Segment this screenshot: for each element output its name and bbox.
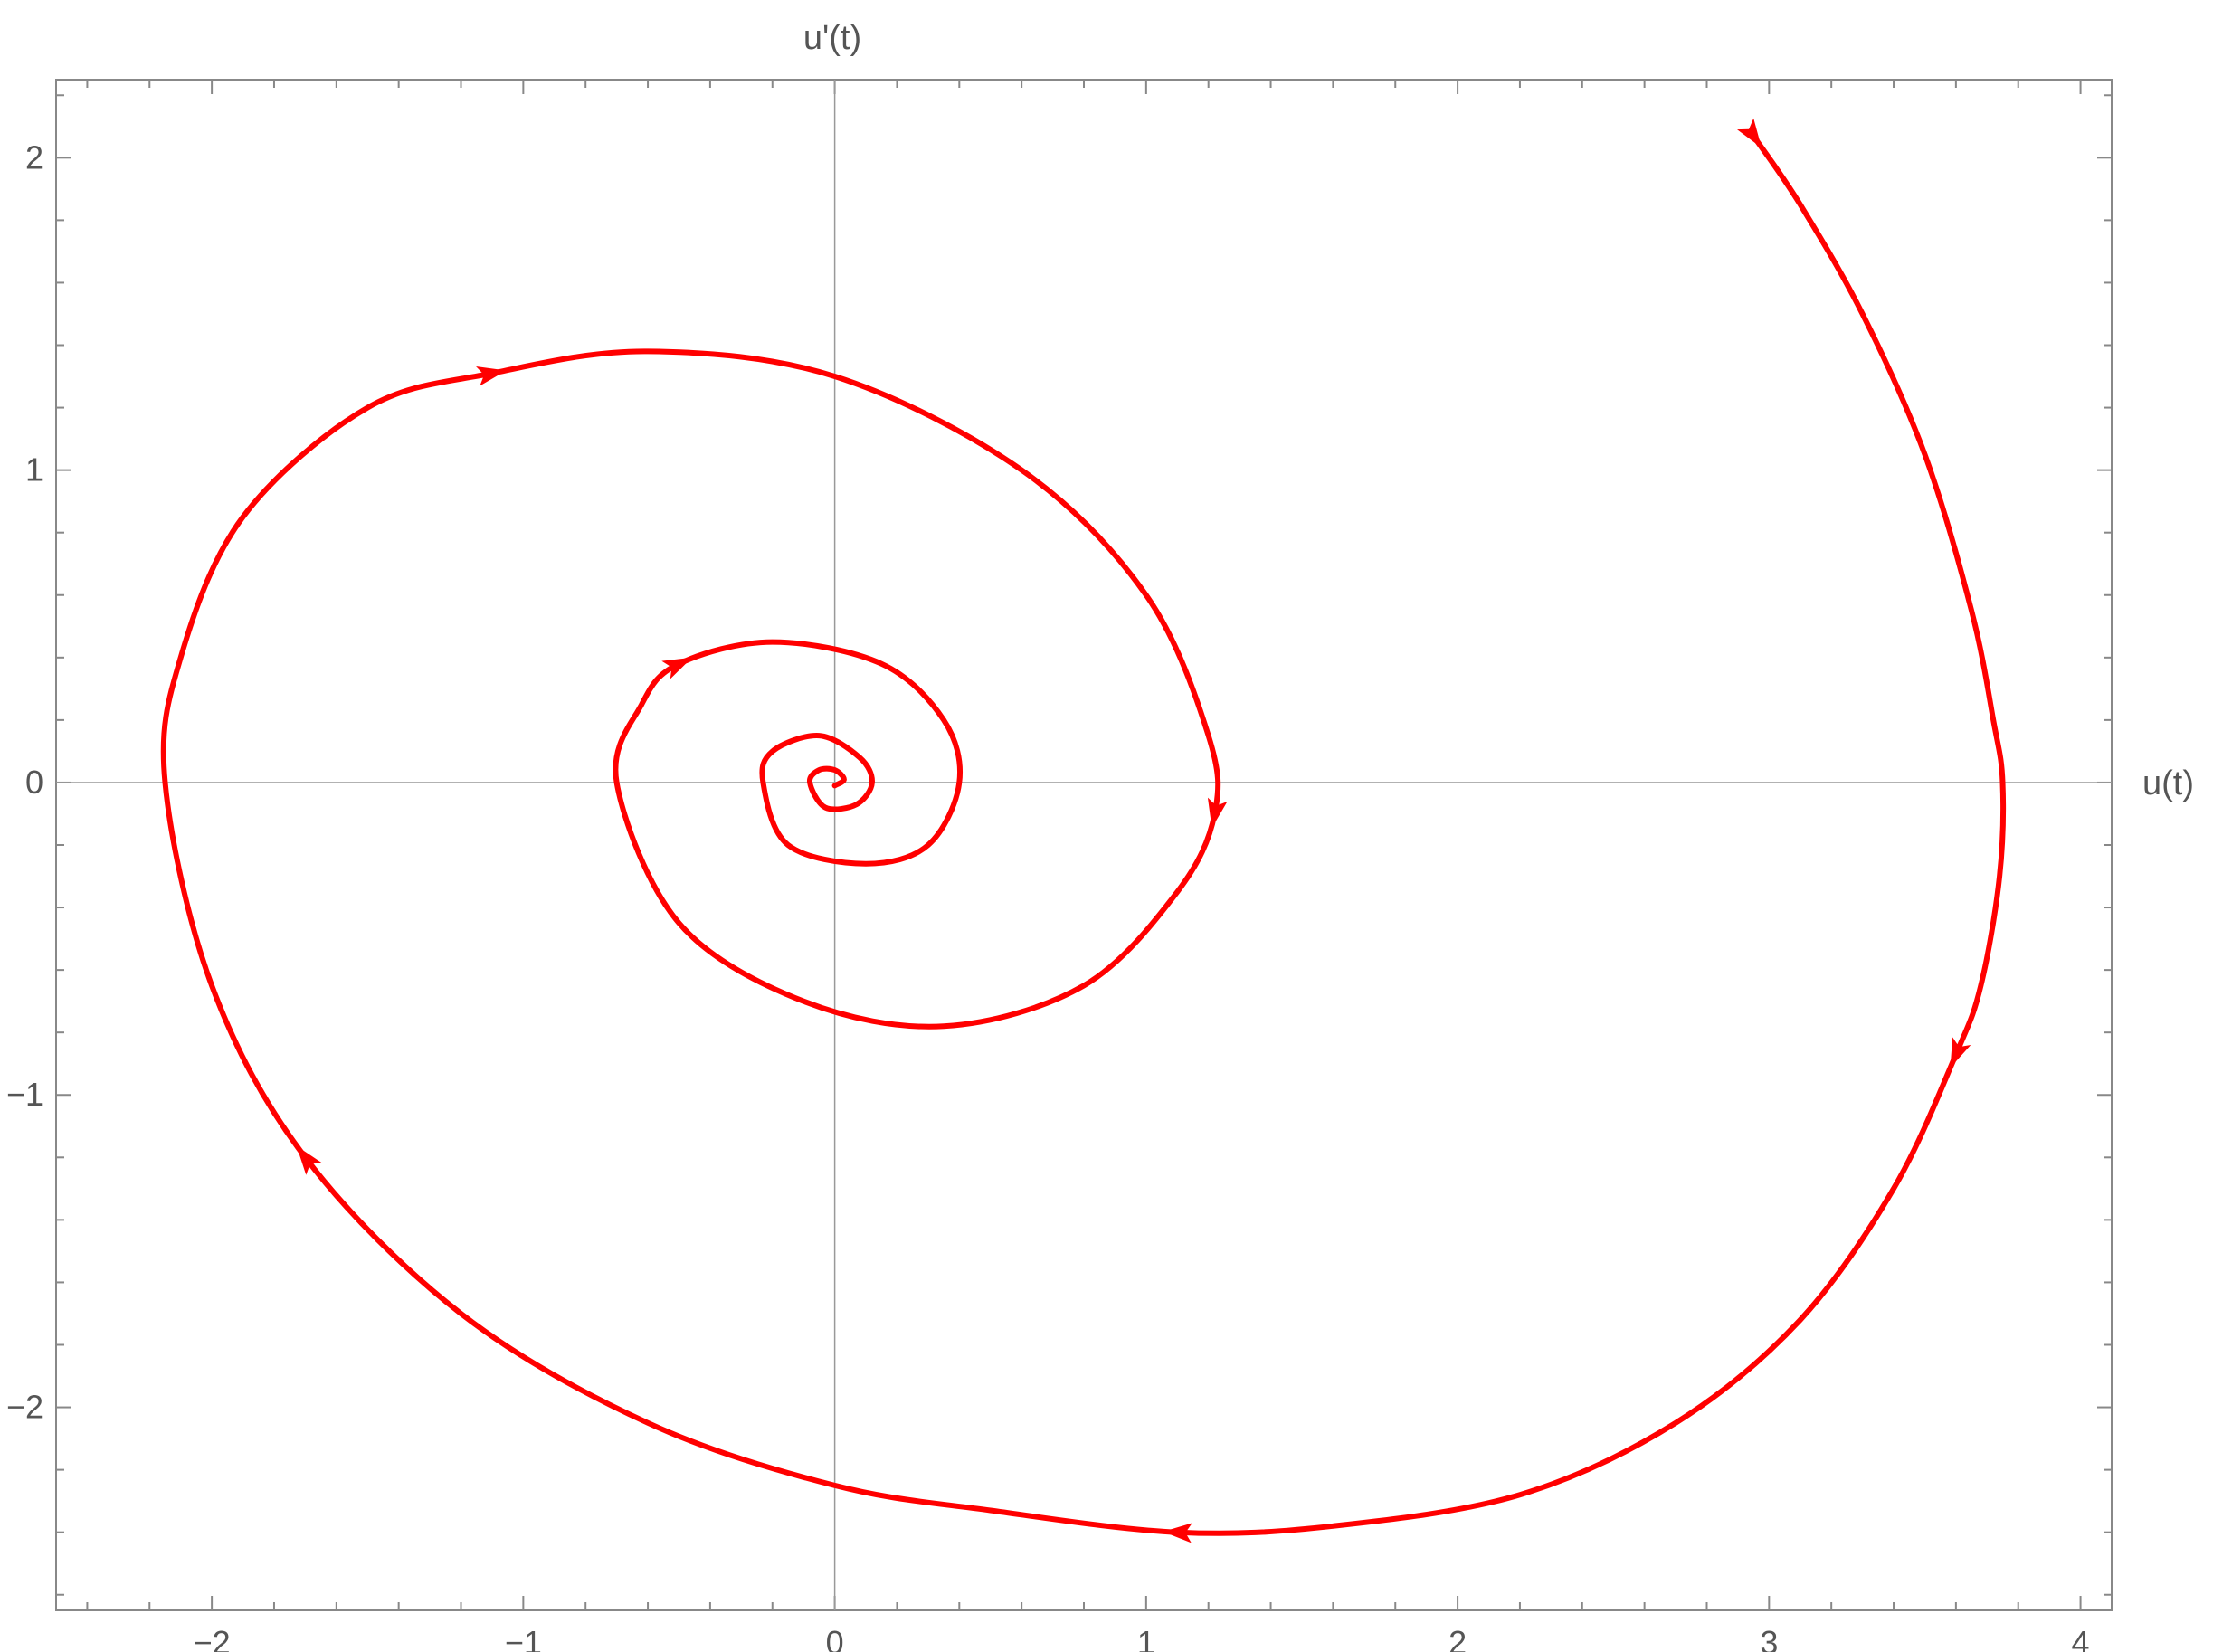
direction-arrow [1950,1037,1971,1068]
origin-axes [56,80,2112,1610]
direction-arrow [1737,118,1762,148]
y-axis-label: u'(t) [803,19,861,57]
y-tick-label: −2 [6,1389,43,1426]
x-tick-label: 1 [1137,1624,1155,1652]
x-tick-label: −1 [505,1624,542,1652]
y-tick-label: −1 [6,1076,43,1113]
x-tick-label: −2 [194,1624,231,1652]
trajectory-line [160,133,2007,1536]
direction-arrow [1163,1523,1192,1543]
direction-arrow [296,1145,322,1175]
y-tick-label: 0 [25,764,43,801]
direction-arrow [1207,797,1228,829]
x-tick-label: 4 [2072,1624,2090,1652]
frame-ticks [56,80,2112,1610]
x-tick-label: 0 [826,1624,844,1652]
direction-arrow [476,366,507,386]
direction-arrow [661,657,692,679]
x-tick-label: 3 [1760,1624,1778,1652]
plot-frame [55,79,2113,1611]
trajectory [160,118,2007,1543]
tick-labels: −2 −1 0 1 2 3 4 −2 −1 0 1 2 [6,138,2090,1652]
x-axis-label: u(t) [2142,764,2194,802]
y-tick-label: 1 [25,451,43,489]
x-tick-label: 2 [1448,1624,1467,1652]
y-tick-label: 2 [25,138,43,176]
